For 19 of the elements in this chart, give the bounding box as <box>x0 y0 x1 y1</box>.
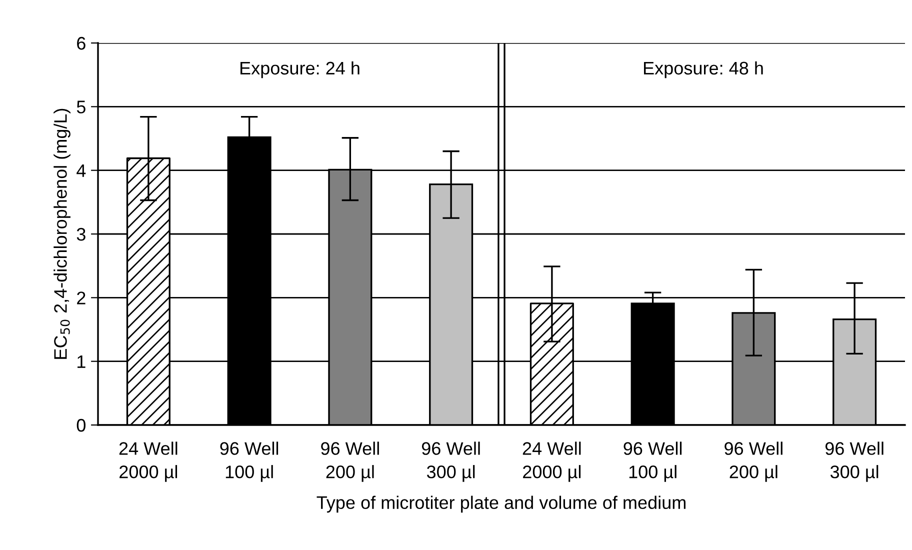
y-tick-label: 5 <box>76 100 86 114</box>
x-tick-label: 24 Well 2000 µl <box>522 442 581 482</box>
y-tick-label: 2 <box>77 292 86 304</box>
y-tick-label: 1 <box>78 355 86 368</box>
x-tick-label: 96 Well 100 µl <box>220 442 278 482</box>
y-tick-label: 3 <box>76 228 86 241</box>
x-tick-label: 96 Well 300 µl <box>422 442 480 482</box>
x-tick-label: 96 Well 300 µl <box>825 442 884 482</box>
y-axis-title: EC$_{50}$ 2,4-dichlorophenol (mg/L) <box>54 108 70 359</box>
x-tick-label: 96 Well 100 µl <box>624 442 682 482</box>
annotation: Exposure: 48 h <box>644 61 763 78</box>
x-axis-title: Type of microtiter plate and volume of medium <box>316 496 686 513</box>
annotation: Exposure: 24 h <box>240 61 360 78</box>
x-tick-label: 96 Well 200 µl <box>724 442 782 482</box>
y-tick-label: 0 <box>76 418 86 432</box>
x-tick-label: 24 Well 2000 µl <box>119 442 178 482</box>
x-tick-label: 96 Well 200 µl <box>321 442 379 482</box>
y-tick-label: 4 <box>76 164 86 177</box>
y-tick-label: 6 <box>77 36 86 50</box>
